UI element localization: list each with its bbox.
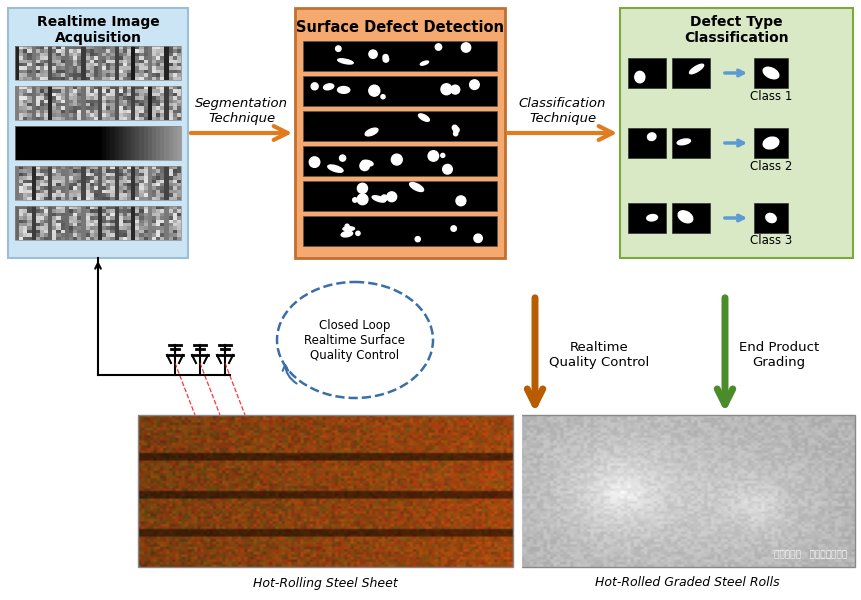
Circle shape (336, 46, 341, 52)
FancyBboxPatch shape (303, 111, 497, 141)
FancyBboxPatch shape (303, 216, 497, 246)
Circle shape (356, 231, 360, 235)
Text: Hot-Rolled Graded Steel Rolls: Hot-Rolled Graded Steel Rolls (595, 577, 780, 589)
Circle shape (369, 50, 377, 58)
Ellipse shape (372, 196, 386, 202)
Ellipse shape (338, 86, 350, 94)
FancyBboxPatch shape (672, 58, 710, 88)
Ellipse shape (635, 71, 645, 83)
Circle shape (469, 80, 480, 89)
Circle shape (474, 234, 482, 242)
FancyBboxPatch shape (754, 128, 788, 158)
FancyBboxPatch shape (628, 128, 666, 158)
Circle shape (441, 154, 445, 157)
Circle shape (452, 125, 457, 130)
FancyBboxPatch shape (8, 8, 188, 258)
Circle shape (428, 151, 438, 161)
Ellipse shape (763, 137, 779, 149)
Text: 微信公众号   深度学习爱好者: 微信公众号 深度学习爱好者 (774, 550, 847, 559)
Text: Closed Loop
Realtime Surface
Quality Control: Closed Loop Realtime Surface Quality Con… (305, 319, 406, 361)
Circle shape (309, 157, 319, 167)
Ellipse shape (647, 133, 656, 140)
Circle shape (436, 44, 442, 50)
FancyBboxPatch shape (672, 128, 710, 158)
Circle shape (357, 183, 368, 193)
Circle shape (357, 194, 368, 205)
Text: Class 3: Class 3 (750, 235, 792, 247)
Text: End Product
Grading: End Product Grading (739, 341, 820, 369)
Ellipse shape (763, 67, 779, 79)
FancyBboxPatch shape (754, 203, 788, 233)
Ellipse shape (420, 61, 429, 65)
Circle shape (383, 55, 388, 59)
Text: Class 1: Class 1 (750, 89, 792, 103)
Text: Class 2: Class 2 (750, 160, 792, 173)
Circle shape (451, 226, 456, 231)
Circle shape (441, 84, 452, 95)
Ellipse shape (328, 165, 343, 172)
Ellipse shape (365, 128, 378, 136)
Circle shape (454, 127, 459, 133)
Ellipse shape (678, 139, 691, 145)
Circle shape (369, 85, 380, 96)
FancyBboxPatch shape (672, 203, 710, 233)
Ellipse shape (343, 227, 355, 231)
Circle shape (451, 85, 460, 94)
Circle shape (381, 95, 385, 99)
Text: Segmentation
Technique: Segmentation Technique (195, 97, 288, 125)
Ellipse shape (410, 182, 424, 191)
FancyBboxPatch shape (628, 58, 666, 88)
Ellipse shape (647, 215, 658, 221)
Text: Realtime
Quality Control: Realtime Quality Control (549, 341, 649, 369)
Text: Classification
Technique: Classification Technique (519, 97, 606, 125)
FancyBboxPatch shape (295, 8, 505, 258)
Circle shape (387, 192, 397, 202)
Ellipse shape (678, 211, 693, 223)
Circle shape (339, 155, 345, 161)
Ellipse shape (338, 59, 353, 64)
Ellipse shape (765, 214, 776, 223)
Circle shape (415, 236, 420, 242)
FancyBboxPatch shape (303, 146, 497, 176)
FancyBboxPatch shape (628, 203, 666, 233)
FancyBboxPatch shape (620, 8, 853, 258)
Ellipse shape (324, 84, 334, 90)
Text: Hot-Rolling Steel Sheet: Hot-Rolling Steel Sheet (253, 577, 398, 589)
Circle shape (311, 83, 319, 90)
Circle shape (456, 196, 466, 206)
Circle shape (345, 224, 349, 228)
Ellipse shape (690, 64, 703, 74)
FancyBboxPatch shape (754, 58, 788, 88)
FancyBboxPatch shape (303, 76, 497, 106)
Circle shape (381, 195, 387, 201)
FancyBboxPatch shape (303, 41, 497, 71)
Text: Surface Defect Detection: Surface Defect Detection (296, 20, 504, 35)
Ellipse shape (418, 114, 430, 121)
Circle shape (383, 56, 388, 62)
Ellipse shape (362, 160, 373, 166)
Circle shape (360, 161, 369, 170)
Ellipse shape (341, 231, 353, 237)
Circle shape (443, 164, 452, 174)
Circle shape (461, 43, 471, 52)
FancyBboxPatch shape (303, 181, 497, 211)
Circle shape (353, 198, 357, 202)
Text: Defect Type
Classification: Defect Type Classification (684, 15, 789, 45)
Circle shape (392, 154, 402, 165)
Text: Realtime Image
Acquisition: Realtime Image Acquisition (37, 15, 159, 45)
Circle shape (454, 131, 458, 136)
